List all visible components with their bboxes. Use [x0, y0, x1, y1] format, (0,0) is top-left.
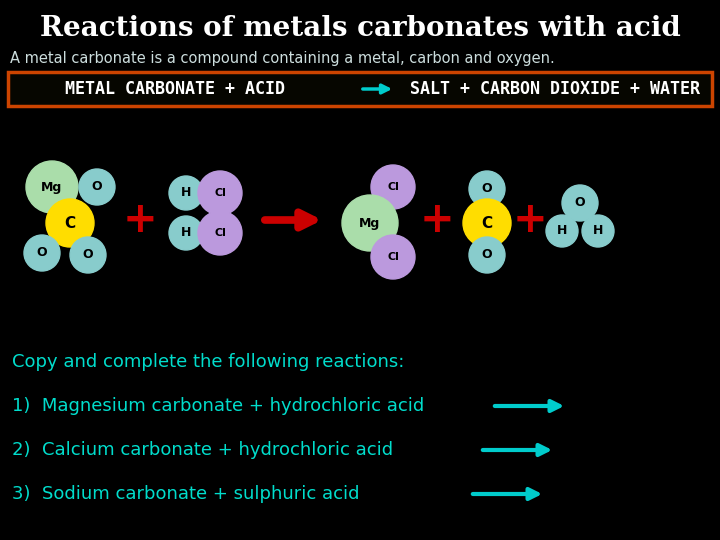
Text: H: H: [181, 186, 192, 199]
Circle shape: [26, 161, 78, 213]
Text: Mg: Mg: [41, 180, 63, 193]
Text: Reactions of metals carbonates with acid: Reactions of metals carbonates with acid: [40, 15, 680, 42]
Text: O: O: [91, 180, 102, 193]
Circle shape: [70, 237, 106, 273]
Text: METAL CARBONATE + ACID: METAL CARBONATE + ACID: [65, 80, 285, 98]
Text: Mg: Mg: [359, 217, 381, 230]
Text: C: C: [64, 215, 76, 231]
Circle shape: [371, 235, 415, 279]
Circle shape: [79, 169, 115, 205]
Text: Cl: Cl: [214, 228, 226, 238]
Text: SALT + CARBON DIOXIDE + WATER: SALT + CARBON DIOXIDE + WATER: [410, 80, 700, 98]
Text: H: H: [181, 226, 192, 240]
Circle shape: [371, 165, 415, 209]
Circle shape: [198, 211, 242, 255]
Circle shape: [546, 215, 578, 247]
Circle shape: [342, 195, 398, 251]
Text: Cl: Cl: [387, 252, 399, 262]
Text: O: O: [37, 246, 48, 260]
Text: H: H: [557, 225, 567, 238]
Text: 3)  Sodium carbonate + sulphuric acid: 3) Sodium carbonate + sulphuric acid: [12, 485, 359, 503]
FancyBboxPatch shape: [8, 72, 712, 106]
Text: Cl: Cl: [214, 188, 226, 198]
Circle shape: [469, 237, 505, 273]
Text: O: O: [575, 197, 585, 210]
Text: O: O: [482, 248, 492, 261]
Circle shape: [46, 199, 94, 247]
Text: O: O: [83, 248, 94, 261]
Text: H: H: [593, 225, 603, 238]
Text: +: +: [513, 199, 547, 241]
Circle shape: [198, 171, 242, 215]
Circle shape: [169, 216, 203, 250]
Text: +: +: [420, 199, 454, 241]
Circle shape: [24, 235, 60, 271]
Circle shape: [469, 171, 505, 207]
Text: O: O: [482, 183, 492, 195]
Text: 1)  Magnesium carbonate + hydrochloric acid: 1) Magnesium carbonate + hydrochloric ac…: [12, 397, 424, 415]
Circle shape: [562, 185, 598, 221]
Text: Cl: Cl: [387, 182, 399, 192]
Circle shape: [463, 199, 511, 247]
Circle shape: [582, 215, 614, 247]
Text: C: C: [482, 215, 492, 231]
Circle shape: [169, 176, 203, 210]
Text: Copy and complete the following reactions:: Copy and complete the following reaction…: [12, 353, 405, 371]
Text: +: +: [122, 199, 158, 241]
Text: A metal carbonate is a compound containing a metal, carbon and oxygen.: A metal carbonate is a compound containi…: [10, 51, 554, 65]
Text: 2)  Calcium carbonate + hydrochloric acid: 2) Calcium carbonate + hydrochloric acid: [12, 441, 393, 459]
